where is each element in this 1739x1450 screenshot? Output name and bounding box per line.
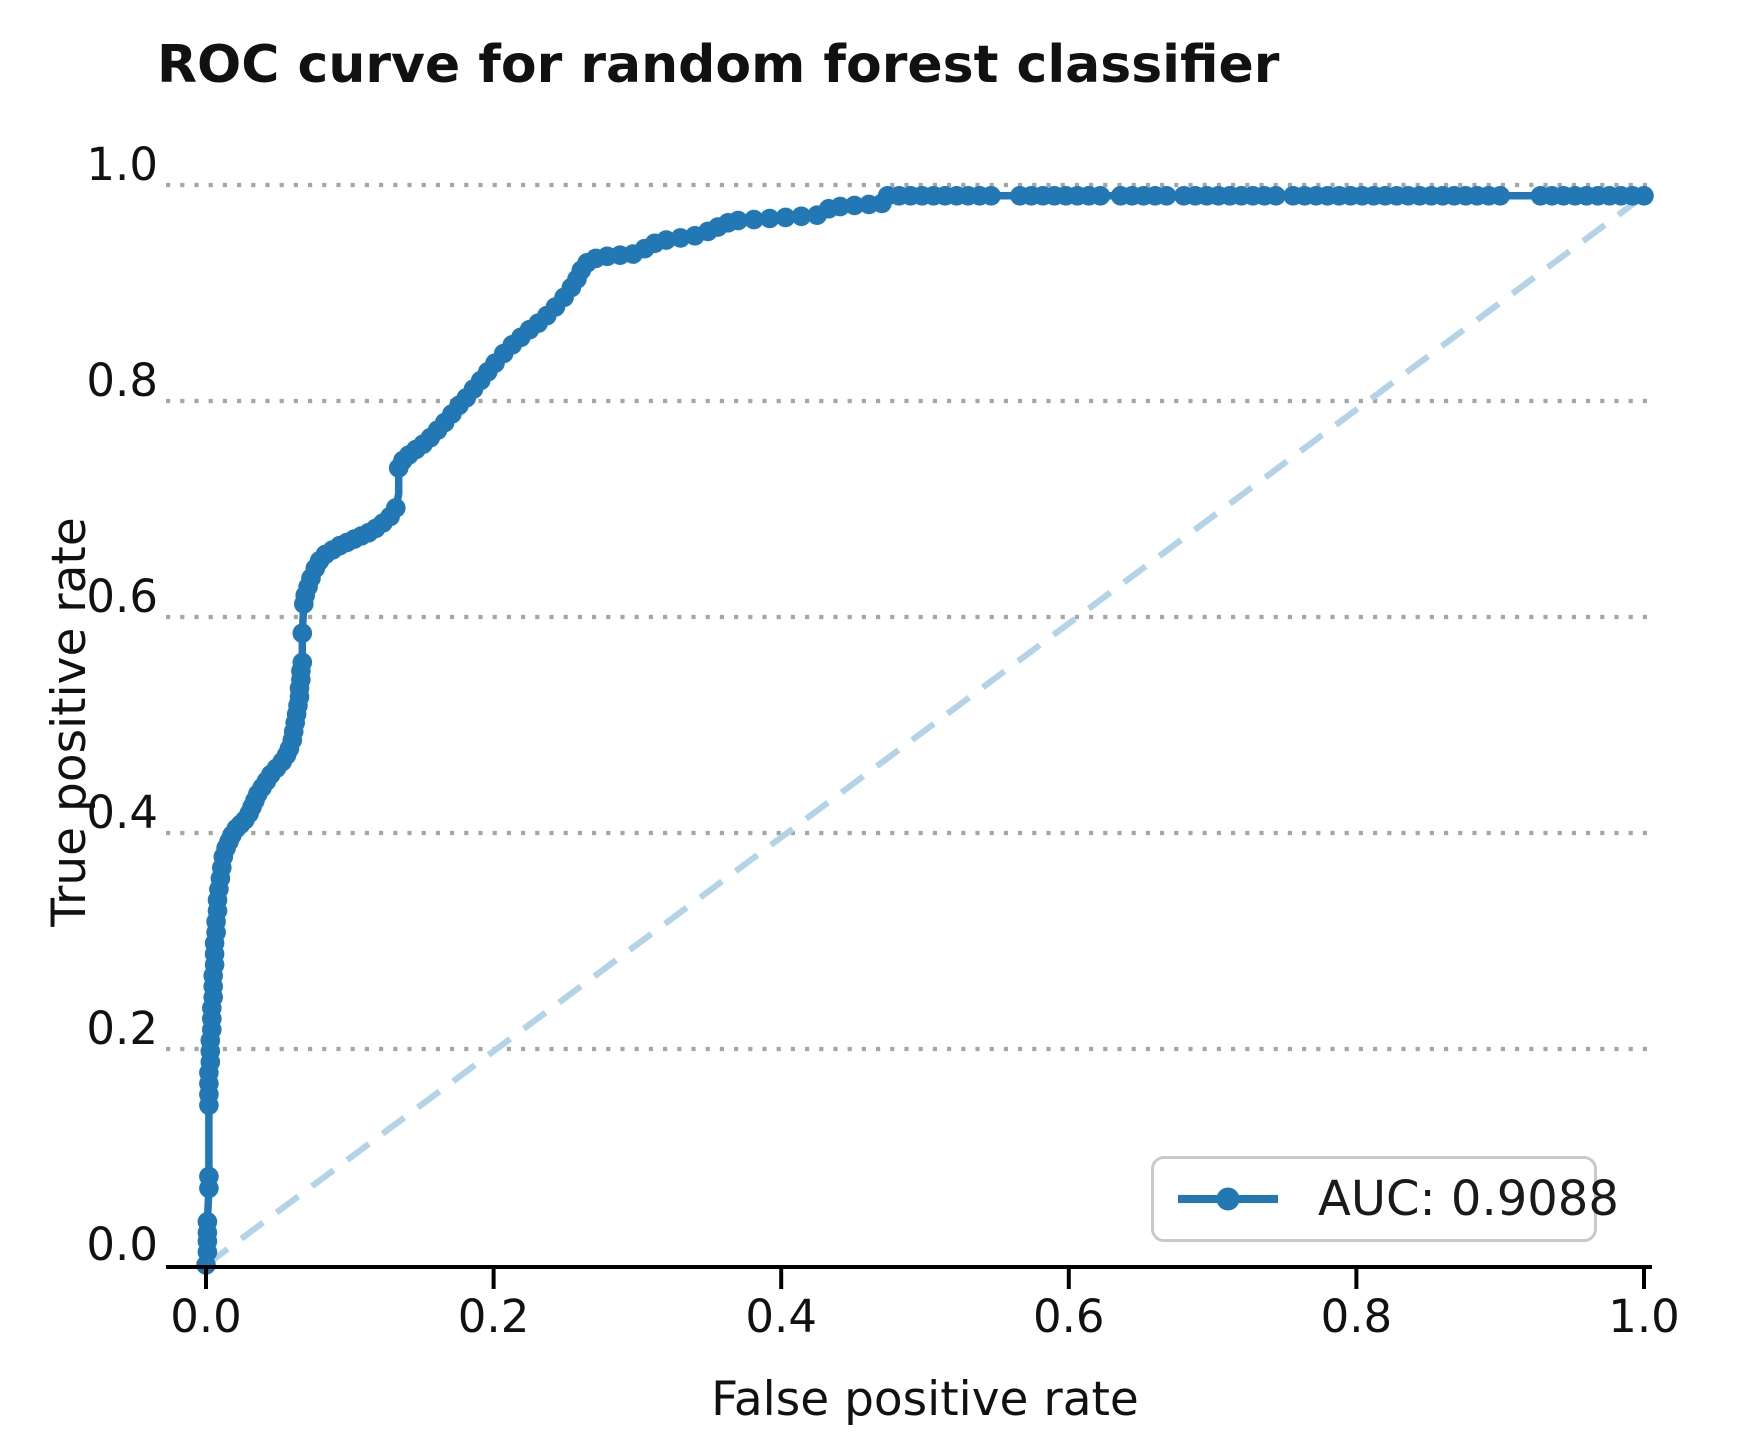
chart-title: ROC curve for random forest classifier xyxy=(157,35,1280,95)
x-tick-label: 0.2 xyxy=(457,1290,530,1343)
y-tick-label: 0.4 xyxy=(86,786,158,839)
x-tick-label: 0.8 xyxy=(1320,1290,1393,1343)
roc-marker xyxy=(1634,186,1654,206)
roc-marker xyxy=(292,623,313,643)
y-tick-label: 0.0 xyxy=(86,1218,158,1271)
roc-marker xyxy=(292,652,313,673)
roc-marker xyxy=(981,186,1001,206)
roc-marker xyxy=(386,498,406,518)
roc-marker xyxy=(775,207,796,228)
y-tick-label: 0.8 xyxy=(86,354,158,407)
y-tick-label: 1.0 xyxy=(86,138,158,191)
roc-marker xyxy=(759,208,780,229)
roc-marker xyxy=(844,195,865,216)
roc-marker xyxy=(199,1166,219,1187)
roc-marker xyxy=(197,1212,218,1232)
roc-marker xyxy=(1266,186,1286,206)
x-axis-label: False positive rate xyxy=(711,1372,1139,1427)
legend-box: AUC: 0.9088 xyxy=(1151,1156,1619,1242)
chance-diagonal-line xyxy=(204,193,1646,1268)
legend-line-marker-icon xyxy=(1178,1187,1278,1211)
x-tick-label: 0.4 xyxy=(745,1290,817,1343)
roc-marker xyxy=(670,228,691,248)
y-tick-label: 0.6 xyxy=(86,570,158,623)
legend-label: AUC: 0.9088 xyxy=(1318,1171,1619,1227)
roc-marker xyxy=(1156,186,1177,206)
roc-marker xyxy=(1090,186,1111,206)
roc-marker xyxy=(830,196,850,217)
x-tick-label: 1.0 xyxy=(1608,1290,1680,1343)
roc-marker xyxy=(728,210,748,231)
roc-marker xyxy=(1490,186,1510,206)
x-tick-label: 0.6 xyxy=(1033,1290,1105,1343)
roc-marker xyxy=(791,206,812,227)
x-tick-label: 0.0 xyxy=(170,1290,242,1343)
y-tick-label: 0.2 xyxy=(86,1002,158,1055)
roc-marker xyxy=(744,209,764,230)
